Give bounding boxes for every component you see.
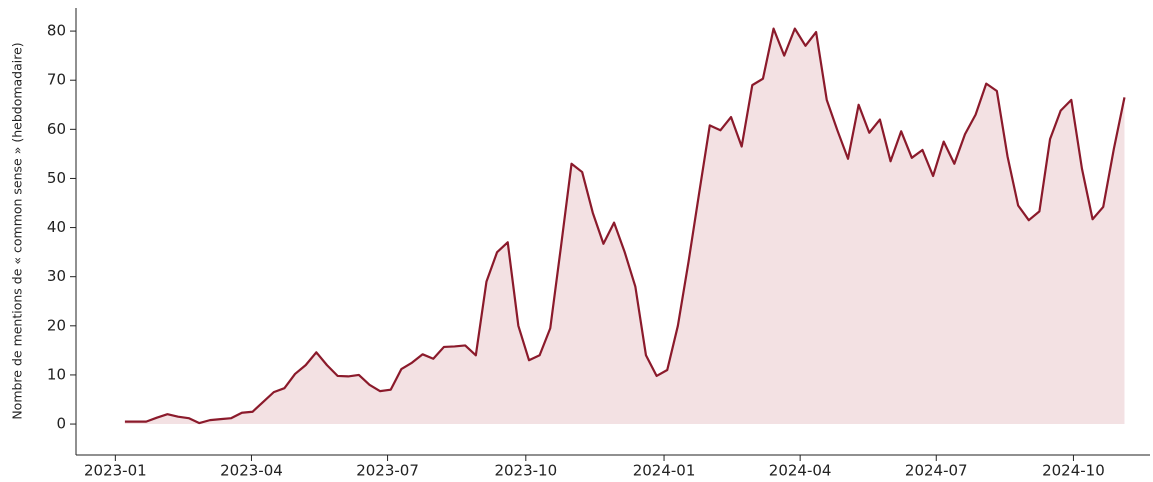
y-tick-label: 0	[56, 415, 66, 433]
x-tick-label: 2023-10	[494, 462, 557, 479]
y-tick-label: 70	[47, 71, 66, 89]
x-tick-label: 2023-04	[220, 462, 283, 479]
x-tick-label: 2023-07	[356, 462, 419, 479]
y-tick-label: 20	[47, 316, 66, 334]
x-tick-label: 2023-01	[84, 462, 147, 479]
x-tick-label: 2024-10	[1042, 462, 1105, 479]
y-tick-label: 50	[47, 169, 66, 187]
x-tick-label: 2024-04	[769, 462, 832, 479]
y-tick-label: 30	[47, 267, 66, 285]
line	[124, 27, 1126, 425]
y-tick-label: 60	[47, 120, 66, 138]
x-tick-label: 2024-07	[905, 462, 968, 479]
y-tick-label: 40	[47, 218, 66, 236]
y-tick-label: 10	[47, 365, 66, 383]
y-axis-label: Nombre de mentions de « common sense » (…	[10, 42, 25, 419]
area-fill	[124, 28, 1125, 425]
y-tick-label: 80	[47, 22, 66, 40]
x-tick-label: 2024-01	[633, 462, 696, 479]
